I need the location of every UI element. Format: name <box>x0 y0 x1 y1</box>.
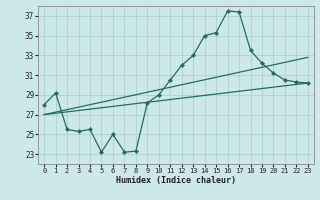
X-axis label: Humidex (Indice chaleur): Humidex (Indice chaleur) <box>116 176 236 185</box>
